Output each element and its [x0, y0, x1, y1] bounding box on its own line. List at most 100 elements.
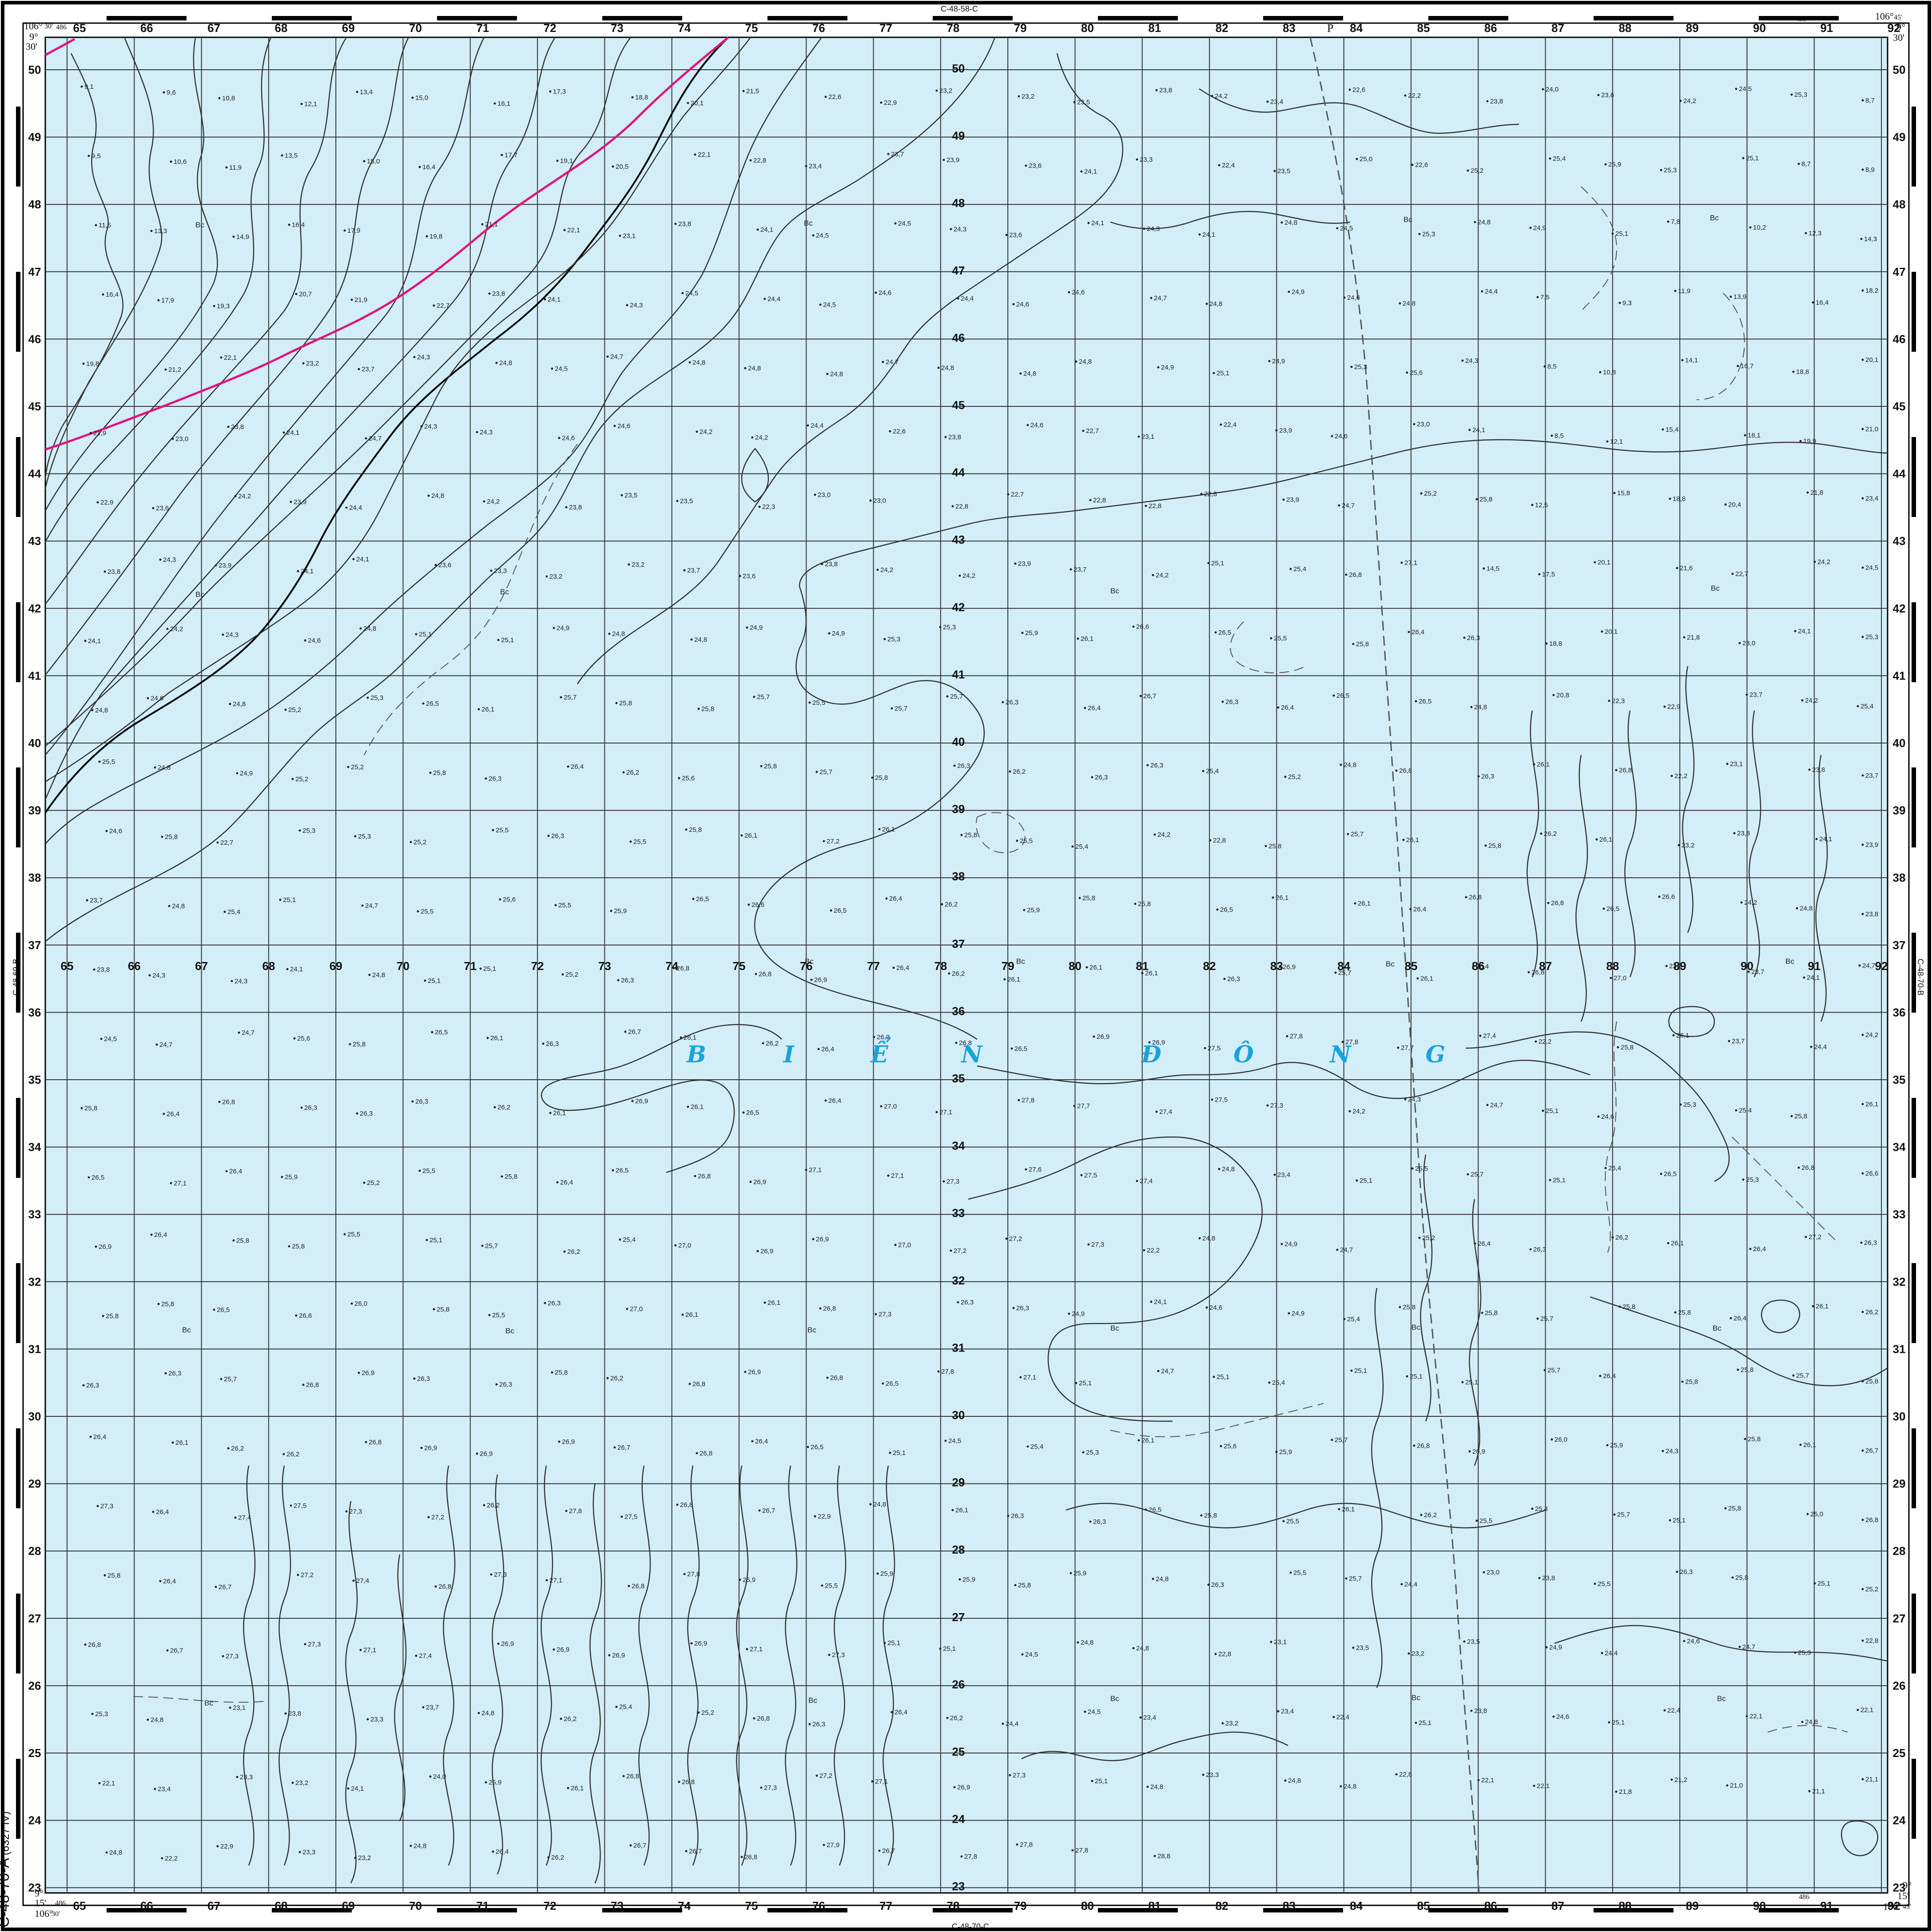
- depth-sounding: 27,3: [942, 1178, 959, 1185]
- sounding-value: 26,4: [1478, 1240, 1491, 1248]
- corner-bl-lat-min: 15': [35, 1897, 46, 1908]
- sounding-dot: [87, 1176, 90, 1179]
- sounding-dot: [485, 777, 487, 780]
- depth-sounding: 26,5: [1415, 698, 1431, 705]
- depth-sounding: 25,9: [1606, 1442, 1623, 1449]
- depth-sounding: 23,2: [628, 561, 644, 568]
- depth-sounding: 24,1: [756, 226, 773, 234]
- sounding-value: 24,8: [109, 1849, 122, 1856]
- sounding-dot: [1733, 832, 1736, 835]
- sounding-dot: [1152, 1578, 1154, 1580]
- sounding-dot: [477, 708, 480, 711]
- depth-sounding: 22,2: [1404, 92, 1421, 99]
- depth-sounding: 24,5: [1735, 85, 1752, 93]
- grid-label-right-36: 36: [1893, 1006, 1906, 1019]
- sounding-value: 24,4: [1814, 1043, 1827, 1051]
- sounding-dot: [1007, 1515, 1010, 1517]
- depth-sounding: 26,5: [1145, 1506, 1161, 1514]
- depth-sounding: 23,6: [434, 561, 451, 569]
- sounding-dot: [497, 639, 500, 641]
- depth-sounding: 27,2: [1005, 1235, 1022, 1243]
- bottom-mark-bc: Bc: [195, 590, 204, 599]
- sounding-dot: [223, 910, 226, 913]
- sounding-dot: [1805, 232, 1807, 235]
- depth-sounding: 26,2: [946, 1714, 963, 1722]
- depth-sounding: 26,4: [892, 964, 909, 972]
- depth-sounding: 25,8: [1352, 640, 1369, 648]
- sounding-dot: [878, 1849, 881, 1852]
- depth-sounding: 26,5: [830, 907, 847, 914]
- sounding-value: 24,2: [962, 572, 975, 580]
- sounding-value: 25,8: [1621, 1044, 1634, 1051]
- sounding-value: 26,9: [957, 1784, 970, 1791]
- depth-sounding: 26,2: [606, 1375, 623, 1382]
- sounding-dot: [1343, 1318, 1346, 1320]
- depth-sounding: 26,3: [1463, 634, 1480, 642]
- sounding-dot: [1284, 1779, 1287, 1782]
- sounding-dot: [1406, 371, 1408, 374]
- sounding-dot: [1467, 169, 1469, 172]
- grid-label-top-73: 73: [611, 21, 624, 35]
- sounding-value: 26,3: [1006, 699, 1018, 706]
- sounding-value: 25,8: [964, 831, 977, 839]
- sounding-dot: [1801, 699, 1804, 702]
- depth-sounding: 8,9: [1861, 166, 1875, 174]
- sounding-dot: [1463, 636, 1466, 639]
- sounding-value: 24,5: [1739, 85, 1752, 93]
- sea-name-letter: N: [1329, 1041, 1352, 1068]
- adjacent-sheet-bottom: C-48-70-C: [952, 1922, 989, 1931]
- sounding-value: 24,8: [431, 492, 444, 500]
- corner-tl-easting: 486: [56, 24, 67, 31]
- sounding-value: 25,8: [165, 833, 178, 841]
- sounding-dot: [163, 1113, 165, 1115]
- sounding-dot: [281, 154, 283, 157]
- sounding-dot: [1861, 1311, 1864, 1313]
- sounding-dot: [297, 570, 299, 572]
- sounding-value: 25,2: [1424, 490, 1437, 497]
- sounding-value: 25,5: [812, 699, 825, 707]
- sounding-dot: [1340, 763, 1342, 766]
- grid-label-right-48: 48: [1893, 198, 1906, 211]
- depth-sounding: 24,2: [166, 625, 183, 633]
- sounding-dot: [1728, 1040, 1730, 1042]
- sounding-value: 22,8: [1399, 1771, 1412, 1778]
- sounding-dot: [225, 1170, 228, 1173]
- depth-sounding: 9,3: [1618, 299, 1632, 307]
- depth-sounding: 25,5: [629, 838, 646, 846]
- sounding-value: 23,4: [1281, 1708, 1294, 1715]
- sounding-value: 25,9: [489, 1779, 501, 1786]
- sounding-dot: [1472, 965, 1475, 968]
- depth-sounding: 26,8: [1797, 1164, 1814, 1172]
- depth-sounding: 25,4: [1026, 1443, 1043, 1451]
- sounding-value: 23,2: [632, 561, 644, 568]
- sounding-dot: [553, 1648, 555, 1651]
- sounding-dot: [152, 507, 155, 509]
- sounding-value: 24,5: [823, 301, 836, 309]
- sounding-value: 25,4: [1030, 1443, 1043, 1451]
- depth-sounding: 24,1: [1080, 168, 1097, 175]
- sounding-value: 24,8: [363, 625, 376, 632]
- sounding-value: 25,7: [1796, 1372, 1809, 1379]
- frame-tick-bottom: [1594, 1908, 1674, 1912]
- depth-sounding: 26,5: [213, 1306, 230, 1314]
- sounding-dot: [628, 563, 630, 566]
- sounding-dot: [356, 1112, 358, 1115]
- depth-sounding: 17,9: [157, 297, 174, 304]
- depth-sounding: 26,9: [420, 1444, 437, 1452]
- sounding-value: 22,9: [100, 499, 113, 506]
- sea-area: [44, 36, 1888, 1894]
- depth-sounding: 27,3: [1087, 1241, 1104, 1248]
- sounding-value: 25,9: [880, 1570, 893, 1578]
- sounding-value: 12,1: [1610, 438, 1623, 445]
- depth-sounding: 26,8: [753, 1715, 770, 1722]
- sounding-dot: [1221, 700, 1224, 703]
- depth-sounding: 24,0: [1542, 86, 1558, 93]
- depth-sounding: 25,8: [1861, 1378, 1878, 1385]
- depth-sounding: 25,5: [98, 758, 115, 766]
- depth-sounding: 25,8: [1737, 1366, 1753, 1374]
- depth-sounding: 27,3: [304, 1641, 321, 1648]
- sounding-dot: [1860, 1241, 1863, 1244]
- sounding-dot: [946, 695, 949, 698]
- sounding-dot: [753, 696, 755, 698]
